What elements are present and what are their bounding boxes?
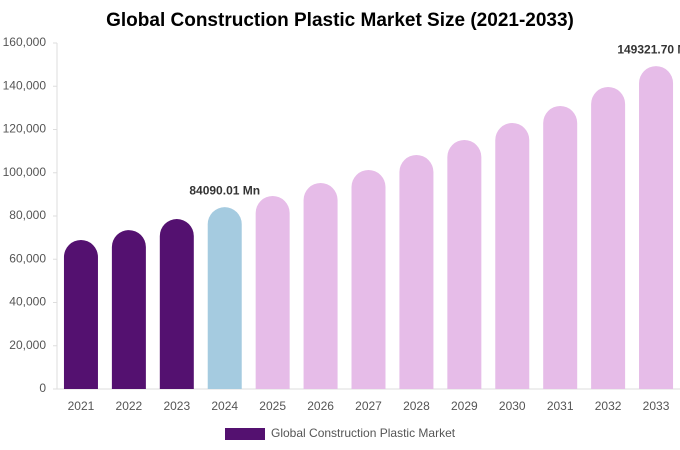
y-tick-label: 100,000 [3,165,47,179]
value-label: 84090.01 Mn [189,183,260,197]
bar [255,195,290,389]
bar [447,139,482,389]
y-tick-label: 20,000 [9,338,46,352]
bar [543,106,578,390]
y-tick-label: 160,000 [3,35,47,49]
y-tick-label: 0 [39,381,46,395]
bar [351,170,386,389]
x-tick-label: 2027 [355,399,382,413]
x-tick-label: 2031 [547,399,574,413]
y-tick-label: 80,000 [9,208,46,222]
x-tick-label: 2023 [163,399,190,413]
bar [207,207,242,389]
y-tick-label: 120,000 [3,122,47,136]
bar [111,230,146,389]
bar [303,183,338,389]
bar [639,66,674,389]
bar [495,123,530,389]
x-tick-label: 2024 [211,399,238,413]
x-tick-label: 2029 [451,399,478,413]
y-tick-label: 60,000 [9,251,46,265]
value-label: 149321.70 Mn [617,42,680,56]
x-tick-label: 2032 [595,399,622,413]
bar [591,87,626,390]
x-tick-label: 2026 [307,399,334,413]
y-tick-label: 40,000 [9,295,46,309]
x-tick-label: 2033 [643,399,670,413]
chart-title: Global Construction Plastic Market Size … [106,10,574,31]
legend-label: Global Construction Plastic Market [271,426,456,440]
bar [159,219,194,389]
y-tick-label: 140,000 [3,78,47,92]
x-tick-label: 2025 [259,399,286,413]
x-tick-label: 2022 [116,399,143,413]
x-tick-label: 2030 [499,399,526,413]
x-tick-label: 2028 [403,399,430,413]
legend-swatch [225,428,265,440]
bar [63,240,98,389]
x-tick-label: 2021 [68,399,95,413]
bar [399,155,434,389]
